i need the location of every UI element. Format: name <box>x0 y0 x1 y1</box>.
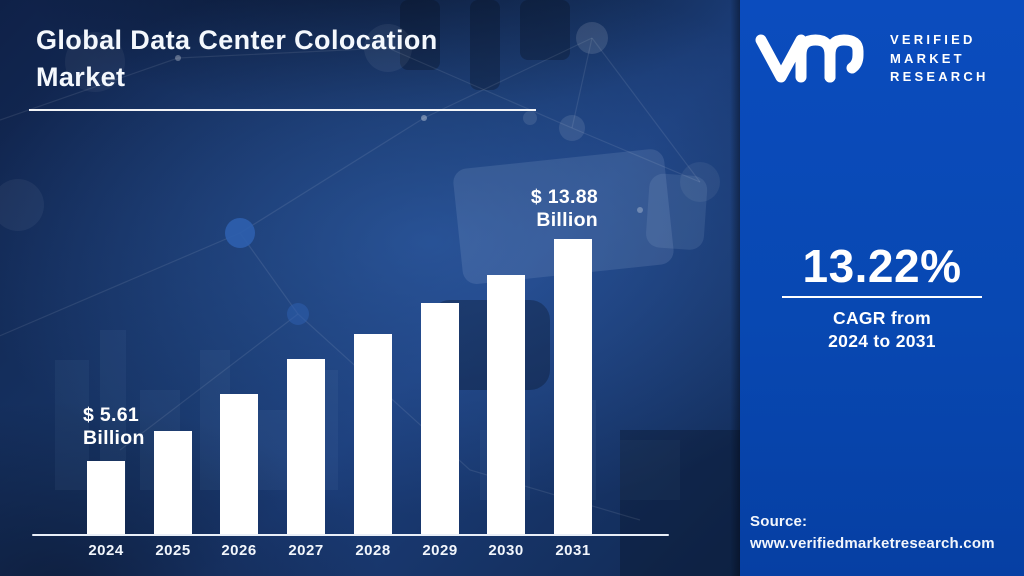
page-title: Global Data Center Colocation Market <box>36 22 566 96</box>
vmr-logo-icon <box>755 34 864 83</box>
page-title-line1: Global Data Center Colocation <box>36 25 438 55</box>
page-title-line2: Market <box>36 62 126 92</box>
x-axis-line <box>32 534 669 536</box>
bar-2025 <box>154 431 192 536</box>
cagr-value: 13.22% <box>802 240 962 292</box>
data-label-last-unit: Billion <box>536 209 598 231</box>
brand-name: VERIFIED MARKET RESEARCH ® <box>890 31 989 87</box>
x-tick-2025: 2025 <box>155 542 191 559</box>
bar-2029 <box>421 303 459 536</box>
bar-2024 <box>87 461 125 536</box>
chart-area: Global Data Center Colocation Market 2024… <box>0 0 740 576</box>
data-label-first-value: $ 5.61 <box>83 404 140 426</box>
bar-2027 <box>287 359 325 536</box>
x-tick-2029: 2029 <box>422 542 458 559</box>
data-label-first-bar: $ 5.61 Billion <box>83 404 145 450</box>
x-tick-2030: 2030 <box>488 542 524 559</box>
cagr-caption-line2: 2024 to 2031 <box>828 331 936 351</box>
x-tick-2031: 2031 <box>555 542 591 559</box>
bar-2026 <box>220 394 258 536</box>
title-underline <box>29 109 536 111</box>
brand-logo: VERIFIED MARKET RESEARCH ® <box>754 31 1014 91</box>
brand-name-line1: VERIFIED <box>890 32 976 47</box>
stat-divider <box>782 296 982 298</box>
data-label-last-value: $ 13.88 <box>530 186 598 208</box>
brand-panel: VERIFIED MARKET RESEARCH ® 13.22% CAGR f… <box>740 0 1024 576</box>
bar-2031 <box>554 239 592 536</box>
data-label-last-bar: $ 13.88 Billion <box>440 186 598 232</box>
source-label: Source: <box>750 513 808 530</box>
bar-2028 <box>354 334 392 536</box>
x-tick-2026: 2026 <box>221 542 257 559</box>
data-label-first-unit: Billion <box>83 427 145 449</box>
bar-2030 <box>487 275 525 536</box>
brand-name-line3: RESEARCH <box>890 69 989 84</box>
x-tick-2028: 2028 <box>355 542 391 559</box>
x-tick-2027: 2027 <box>288 542 324 559</box>
cagr-caption-line1: CAGR from <box>833 308 931 328</box>
cagr-caption: CAGR from 2024 to 2031 <box>740 307 1024 353</box>
source-attribution: Source: www.verifiedmarketresearch.com <box>750 511 995 554</box>
source-url: www.verifiedmarketresearch.com <box>750 534 995 552</box>
brand-name-line2: MARKET <box>890 50 965 66</box>
x-tick-2024: 2024 <box>88 542 124 559</box>
